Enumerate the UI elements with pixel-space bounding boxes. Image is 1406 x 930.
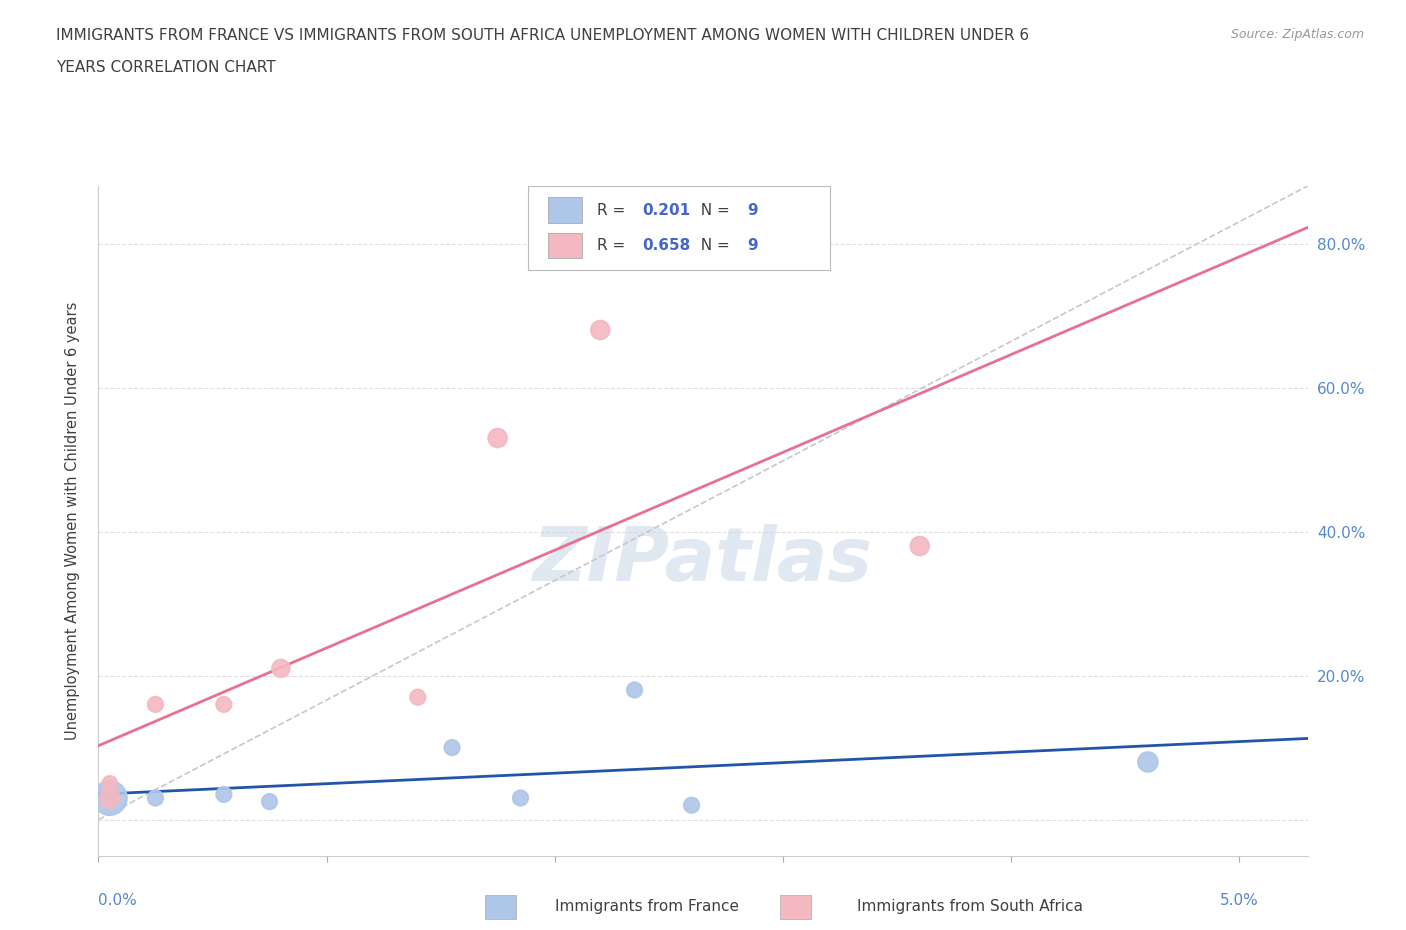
Point: [681, 798, 703, 813]
Point: [212, 697, 235, 711]
Text: 0.0%: 0.0%: [98, 893, 138, 908]
Text: R =: R =: [596, 238, 630, 253]
Text: Source: ZipAtlas.com: Source: ZipAtlas.com: [1230, 28, 1364, 41]
Text: N =: N =: [690, 203, 734, 218]
Point: [98, 790, 121, 805]
Point: [98, 777, 121, 791]
Point: [623, 683, 645, 698]
Text: 0.658: 0.658: [643, 238, 690, 253]
Text: ZIPatlas: ZIPatlas: [533, 525, 873, 597]
Point: [486, 431, 509, 445]
Text: Immigrants from France: Immigrants from France: [555, 899, 738, 914]
Point: [589, 323, 612, 338]
Text: Immigrants from South Africa: Immigrants from South Africa: [858, 899, 1083, 914]
FancyBboxPatch shape: [527, 186, 830, 270]
Point: [145, 790, 167, 805]
Point: [145, 697, 167, 711]
Point: [270, 661, 292, 676]
Point: [406, 690, 429, 705]
Point: [1136, 754, 1159, 769]
Text: N =: N =: [690, 238, 734, 253]
Point: [509, 790, 531, 805]
Text: YEARS CORRELATION CHART: YEARS CORRELATION CHART: [56, 60, 276, 75]
Point: [98, 790, 121, 805]
Point: [259, 794, 281, 809]
FancyBboxPatch shape: [548, 232, 582, 259]
Point: [212, 787, 235, 802]
Point: [908, 538, 931, 553]
Point: [441, 740, 464, 755]
FancyBboxPatch shape: [548, 197, 582, 223]
Text: 9: 9: [748, 238, 758, 253]
Text: R =: R =: [596, 203, 630, 218]
Text: 9: 9: [748, 203, 758, 218]
Text: 5.0%: 5.0%: [1220, 893, 1258, 908]
Text: 0.201: 0.201: [643, 203, 690, 218]
Text: IMMIGRANTS FROM FRANCE VS IMMIGRANTS FROM SOUTH AFRICA UNEMPLOYMENT AMONG WOMEN : IMMIGRANTS FROM FRANCE VS IMMIGRANTS FRO…: [56, 28, 1029, 43]
Y-axis label: Unemployment Among Women with Children Under 6 years: Unemployment Among Women with Children U…: [65, 301, 80, 740]
